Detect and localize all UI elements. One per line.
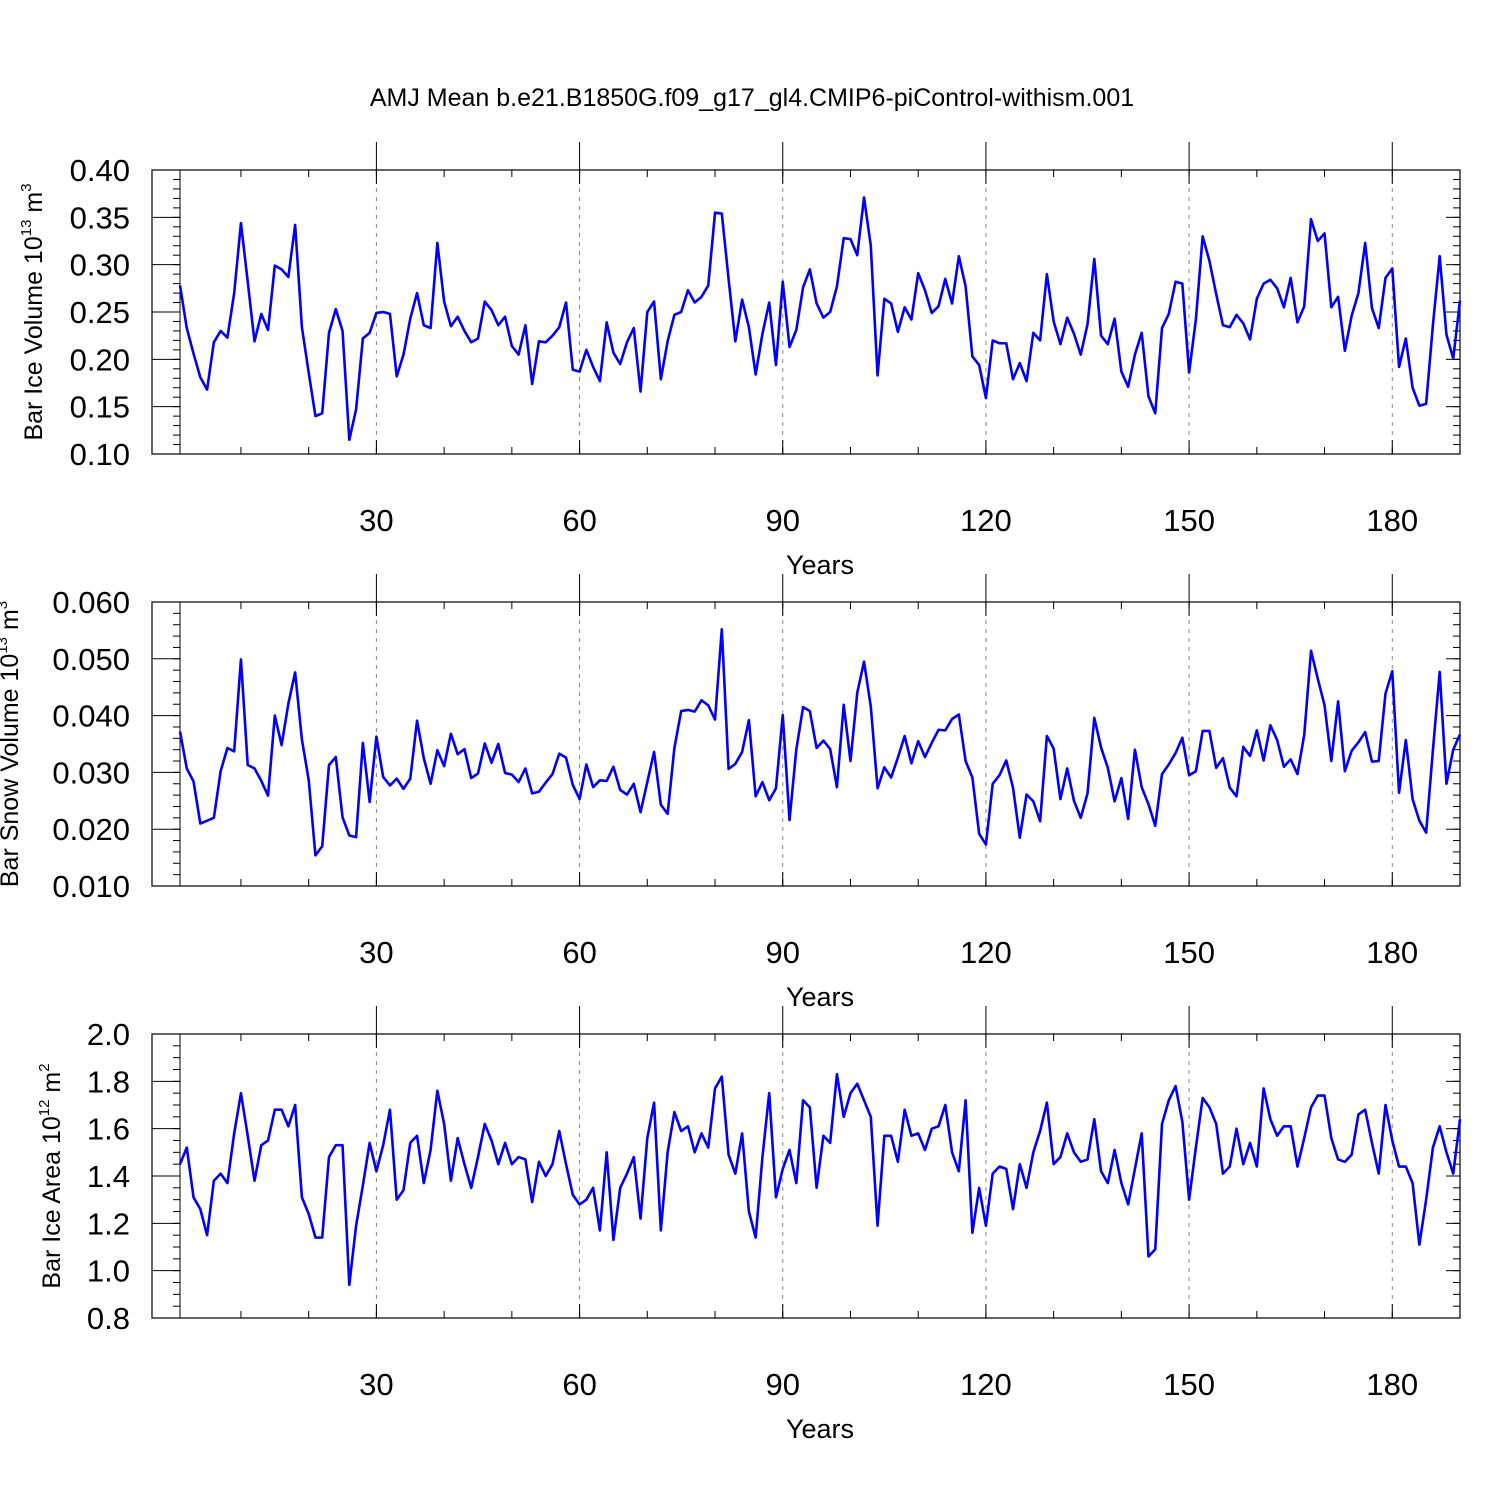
plot-frame	[151, 601, 1461, 887]
series-line	[178, 627, 1462, 857]
panel-1: 0.10 0.15 0.20 0.25 0.30 0.35 0.40 30 60 90 120 150…	[18, 142, 1462, 580]
plot-frame	[151, 1033, 1461, 1319]
y-tick-label: 1.4	[87, 1159, 130, 1194]
x-tick-label: 180	[1366, 503, 1418, 538]
plot-frame	[151, 169, 1461, 455]
panels-layer: 0.10 0.15 0.20 0.25 0.30 0.35 0.40 30 60 90 120 150…	[0, 142, 1462, 1444]
x-tick-label: 30	[359, 935, 393, 970]
y-tick-label: 0.30	[70, 248, 130, 283]
x-tick-label: 90	[766, 935, 800, 970]
x-tick-label: 90	[766, 503, 800, 538]
x-axis-label: Years	[786, 982, 854, 1012]
x-tick-label: 30	[359, 1367, 393, 1402]
series-line	[178, 196, 1462, 442]
x-tick-label: 150	[1163, 1367, 1215, 1402]
y-tick-label: 2.0	[87, 1017, 130, 1052]
x-tick-label: 120	[960, 935, 1012, 970]
y-tick-label: 0.15	[70, 390, 130, 425]
y-tick-label: 1.8	[87, 1064, 130, 1099]
y-axis-label: Bar Ice Area 1012 m2	[36, 1063, 66, 1288]
y-tick-label: 0.060	[52, 585, 130, 620]
x-tick-label: 60	[562, 503, 596, 538]
x-tick-label: 120	[960, 1367, 1012, 1402]
y-tick-label: 0.20	[70, 342, 130, 377]
panel-3: 0.8 1.0 1.2 1.4 1.6 1.8 2.0 30 60 90 120 150 180 Year…	[36, 1006, 1462, 1444]
y-tick-label: 1.2	[87, 1206, 130, 1241]
y-tick-label: 0.050	[52, 642, 130, 677]
x-tick-label: 120	[960, 503, 1012, 538]
y-tick-label: 0.40	[70, 153, 130, 188]
y-tick-label: 0.030	[52, 755, 130, 790]
y-tick-label: 0.25	[70, 295, 130, 330]
x-tick-label: 180	[1366, 935, 1418, 970]
y-tick-label: 1.0	[87, 1254, 130, 1289]
panel-2: 0.010 0.020 0.030 0.040 0.050 0.060 30 60 90 120 1…	[0, 574, 1462, 1012]
series-line	[178, 1072, 1462, 1287]
y-tick-label: 0.10	[70, 437, 130, 472]
x-tick-label: 90	[766, 1367, 800, 1402]
x-tick-label: 30	[359, 503, 393, 538]
x-tick-label: 150	[1163, 503, 1215, 538]
y-tick-label: 0.010	[52, 869, 130, 904]
chart-title: AMJ Mean b.e21.B1850G.f09_g17_gl4.CMIP6-…	[370, 84, 1134, 112]
y-tick-label: 0.040	[52, 699, 130, 734]
x-tick-label: 180	[1366, 1367, 1418, 1402]
x-axis-label: Years	[786, 550, 854, 580]
y-tick-label: 0.020	[52, 812, 130, 847]
x-tick-label: 60	[562, 935, 596, 970]
y-tick-label: 0.8	[87, 1301, 130, 1336]
y-tick-label: 0.35	[70, 200, 130, 235]
x-tick-label: 150	[1163, 935, 1215, 970]
x-tick-label: 60	[562, 1367, 596, 1402]
y-tick-label: 1.6	[87, 1112, 130, 1147]
y-axis-label: Bar Snow Volume 1013 m3	[0, 601, 24, 887]
x-axis-label: Years	[786, 1414, 854, 1444]
y-axis-label: Bar Ice Volume 1013 m3	[18, 183, 48, 440]
